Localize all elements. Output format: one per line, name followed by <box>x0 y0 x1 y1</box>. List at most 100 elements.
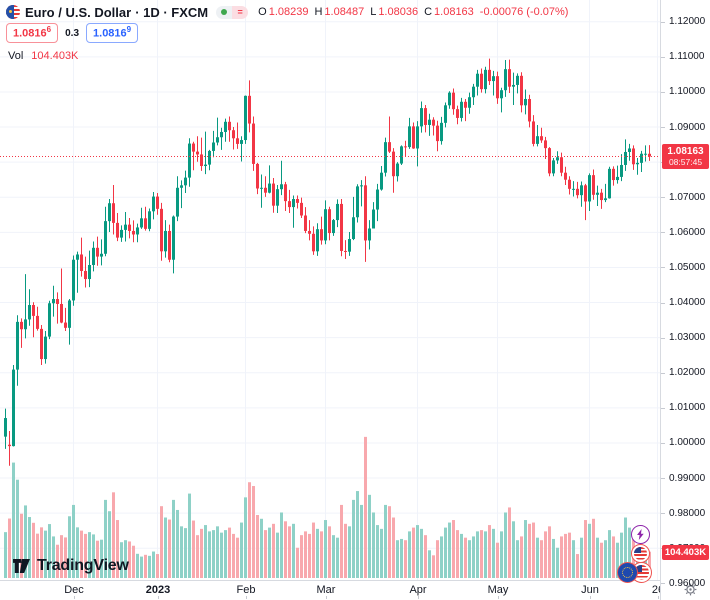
volume-bar <box>492 528 495 578</box>
volume-bar <box>160 506 163 578</box>
candle-body <box>108 203 111 222</box>
event-us-flag-icon[interactable] <box>631 544 650 563</box>
volume-bar <box>96 540 99 578</box>
bid-price: 1.0816 <box>13 27 47 40</box>
candle-body <box>16 321 19 370</box>
volume-bar <box>268 527 271 578</box>
volume-bar <box>296 547 299 578</box>
candle-body <box>452 92 455 110</box>
candle-body <box>564 172 567 180</box>
candle-body <box>8 444 11 447</box>
volume-bar <box>20 513 23 578</box>
volume-bar <box>604 540 607 578</box>
candle-body <box>92 247 95 266</box>
price-tick-label: 1.11000 <box>669 51 705 63</box>
volume-bar <box>616 542 619 578</box>
volume-bar <box>348 526 351 578</box>
candle-body <box>24 319 27 330</box>
candle-body <box>288 201 291 208</box>
volume-bar <box>24 505 27 578</box>
candle-body <box>200 154 203 167</box>
price-tick-label: 1.07000 <box>669 191 706 203</box>
time-axis[interactable]: Dec 2023 Feb Mar Apr May Jun 26 <box>0 580 664 600</box>
tradingview-logo[interactable]: TradingView <box>12 557 129 575</box>
chart-pane[interactable] <box>0 0 660 580</box>
time-tick-label: Apr <box>409 584 427 596</box>
volume-bar <box>240 522 243 578</box>
event-lightning-icon[interactable] <box>631 525 650 544</box>
candle-body <box>548 148 551 174</box>
candle-body <box>188 143 191 178</box>
price-tick-label: 1.03000 <box>669 332 706 344</box>
buy-ask-button[interactable]: 1.08169 <box>86 23 139 43</box>
candle-body <box>100 253 103 257</box>
volume-bar <box>196 535 199 578</box>
volume-bar <box>452 520 455 578</box>
volume-bar <box>312 522 315 578</box>
candle-body <box>48 303 51 337</box>
volume-bar <box>216 526 219 578</box>
volume-bar <box>292 523 295 578</box>
symbol-title[interactable]: Euro / U.S. Dollar <box>25 4 132 20</box>
volume-bar <box>52 536 55 578</box>
change-value: -0.00076 (-0.07%) <box>479 6 569 18</box>
volume-bar <box>84 533 87 578</box>
volume-bar <box>244 497 247 578</box>
candle-body <box>360 185 363 187</box>
volume-bar <box>204 525 207 578</box>
axis-settings-gear-icon[interactable] <box>684 583 697 596</box>
sell-bid-button[interactable]: 1.08166 <box>6 23 59 43</box>
market-status-pill[interactable]: = <box>216 5 249 19</box>
volume-bar <box>136 553 139 578</box>
pair-base-flag-icon[interactable] <box>617 562 638 583</box>
volume-bar <box>200 528 203 578</box>
candle-body <box>448 92 451 106</box>
candle-body <box>136 227 139 235</box>
volume-bar <box>572 540 575 578</box>
volume-bar <box>420 528 423 578</box>
candle-body <box>164 230 167 252</box>
candle-body <box>628 148 631 152</box>
volume-indicator-label[interactable]: Vol <box>8 50 24 62</box>
volume-bar <box>188 493 191 578</box>
volume-bar <box>256 515 259 578</box>
volume-bar <box>440 536 443 578</box>
volume-bar <box>68 516 71 578</box>
candle-body <box>340 203 343 251</box>
last-price-value: 1.08163 <box>667 146 704 158</box>
volume-bar <box>472 536 475 578</box>
volume-bar <box>156 554 159 578</box>
symbol-legend: Euro / U.S. Dollar · 1D · FXCM = O 1.0823… <box>6 4 568 62</box>
volume-bar <box>248 482 251 578</box>
volume-bar <box>40 527 43 578</box>
volume-bar <box>400 538 403 578</box>
candle-body <box>176 187 179 217</box>
volume-indicator-value: 104.403K <box>31 50 79 62</box>
volume-bar <box>396 540 399 578</box>
candle-body <box>88 265 91 280</box>
symbol-interval-exchange[interactable]: · 1D · FXCM <box>135 4 209 20</box>
spread-value: 0.3 <box>65 27 80 39</box>
volume-bar <box>392 517 395 578</box>
volume-bar <box>236 537 239 578</box>
candle-body <box>316 229 319 252</box>
volume-bar <box>404 540 407 578</box>
price-tick-mark <box>661 302 665 304</box>
candle-body <box>224 121 227 132</box>
candle-body <box>28 305 31 320</box>
time-tick-mark <box>658 596 659 599</box>
candle-body <box>256 163 259 189</box>
candle-body <box>56 299 59 304</box>
time-tick-label: Mar <box>316 584 336 596</box>
candle-body <box>352 217 355 240</box>
volume-bar <box>496 542 499 578</box>
volume-bar <box>576 554 579 578</box>
candle-body <box>624 151 627 165</box>
volume-bar <box>416 525 419 578</box>
candle-body <box>344 250 347 252</box>
price-axis[interactable]: 1.120001.110001.100001.090001.080001.070… <box>660 0 710 600</box>
price-tick-mark <box>661 56 665 58</box>
volume-bar <box>28 517 31 578</box>
volume-bar <box>500 531 503 578</box>
candle-body <box>484 69 487 90</box>
